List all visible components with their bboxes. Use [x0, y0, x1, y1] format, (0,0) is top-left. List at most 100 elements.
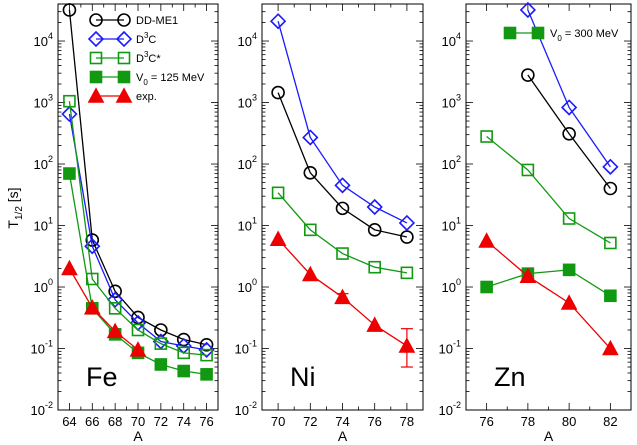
y-axis-label-sub: 1/2 — [14, 206, 25, 220]
legend-tail: = 125 MeV — [148, 72, 205, 84]
x-axis-label: A — [133, 428, 143, 444]
data-point — [269, 230, 287, 246]
legend-marker — [115, 87, 133, 103]
y-tick-label: 102 — [34, 154, 53, 172]
y-tick-label: 103 — [34, 93, 53, 111]
x-tick-label: 80 — [562, 414, 576, 429]
data-point — [368, 260, 382, 274]
y-tick-label: 101 — [238, 216, 257, 234]
legend-label: exp. — [136, 91, 157, 103]
y-tick-exp: 0 — [252, 277, 257, 287]
y-tick-exp: 4 — [48, 31, 53, 41]
y-tick-exp: -2 — [45, 400, 53, 410]
data-point — [154, 323, 168, 337]
data-point — [521, 68, 535, 82]
data-point — [367, 223, 382, 237]
data-point — [480, 280, 493, 294]
legend-text: V — [136, 72, 144, 84]
legend-label: V0 = 125 MeV — [136, 72, 205, 87]
y-tick-base: 10 — [439, 342, 453, 357]
y-tick-base: 10 — [238, 157, 252, 172]
data-point — [334, 177, 351, 194]
data-point — [334, 288, 351, 305]
y-tick-label: 102 — [238, 154, 257, 172]
series-d3c- — [480, 130, 617, 250]
legend-label: DD-ME1 — [136, 15, 178, 27]
data-point — [560, 99, 578, 116]
data-point — [302, 129, 319, 146]
y-axis-label: T1/2 [s] — [5, 187, 25, 228]
data-point — [106, 322, 124, 339]
legend-marker — [117, 51, 131, 65]
y-tick-exp: 4 — [456, 31, 461, 41]
series-d3c — [519, 1, 619, 175]
y-tick-exp: 1 — [48, 216, 53, 226]
series-line — [68, 101, 207, 356]
series-d3c- — [63, 94, 213, 362]
series-exp- — [61, 259, 147, 357]
data-point — [108, 284, 122, 299]
data-point — [269, 13, 287, 30]
data-point — [603, 181, 618, 196]
data-point — [398, 214, 416, 232]
y-tick-exp: 4 — [252, 31, 257, 41]
legend-sub: 0 — [557, 34, 562, 43]
x-tick-label: 76 — [199, 414, 213, 429]
data-point — [129, 341, 147, 357]
data-point — [200, 348, 213, 362]
data-point — [200, 368, 213, 381]
legend-marker — [87, 30, 105, 48]
y-tick-label: 104 — [238, 31, 257, 49]
y-tick-label: 10-1 — [31, 339, 53, 357]
data-point — [63, 167, 76, 180]
x-tick-label: 72 — [303, 414, 317, 429]
data-point — [271, 186, 285, 200]
y-tick-base: 10 — [442, 219, 456, 234]
y-tick-label: 100 — [238, 277, 257, 295]
y-tick-base: 10 — [235, 342, 249, 357]
y-tick-base: 10 — [238, 219, 252, 234]
y-tick-exp: 2 — [456, 154, 461, 164]
panel-label: Ni — [290, 362, 316, 392]
legend-marker — [117, 13, 131, 27]
data-point — [480, 130, 493, 143]
data-point — [303, 165, 318, 180]
y-tick-label: 104 — [34, 31, 53, 49]
y-tick-exp: 2 — [252, 154, 257, 164]
series-line — [527, 9, 611, 168]
legend-tail: C* — [148, 53, 161, 65]
y-tick-exp: -1 — [249, 339, 257, 349]
y-tick-label: 10-1 — [235, 339, 257, 357]
legend-tail: C — [148, 34, 156, 46]
y-tick-base: 10 — [34, 96, 48, 111]
data-point — [131, 323, 145, 337]
data-point — [335, 201, 350, 216]
data-point — [199, 337, 214, 352]
data-point — [562, 263, 576, 277]
series-exp- — [269, 230, 416, 368]
legend-sup: 3 — [144, 31, 149, 40]
legend-marker — [89, 70, 103, 84]
legend-marker — [89, 51, 103, 65]
data-point — [398, 337, 416, 353]
y-axis-label-main: T — [5, 220, 21, 229]
y-tick-label: 101 — [34, 216, 53, 234]
y-tick-base: 10 — [238, 280, 252, 295]
data-point — [63, 94, 76, 108]
data-point — [521, 163, 535, 177]
x-axis-label: A — [544, 428, 554, 444]
data-point — [177, 364, 191, 378]
series-dd-me1 — [271, 85, 414, 244]
y-tick-base: 10 — [442, 96, 456, 111]
series-v0-300-mev — [480, 263, 617, 303]
data-point — [108, 302, 122, 315]
legend-text: V — [550, 28, 558, 40]
legend-marker — [87, 87, 105, 103]
data-point — [154, 337, 168, 350]
data-point — [303, 223, 317, 237]
y-tick-exp: -1 — [45, 339, 53, 349]
series-exp- — [478, 232, 619, 356]
